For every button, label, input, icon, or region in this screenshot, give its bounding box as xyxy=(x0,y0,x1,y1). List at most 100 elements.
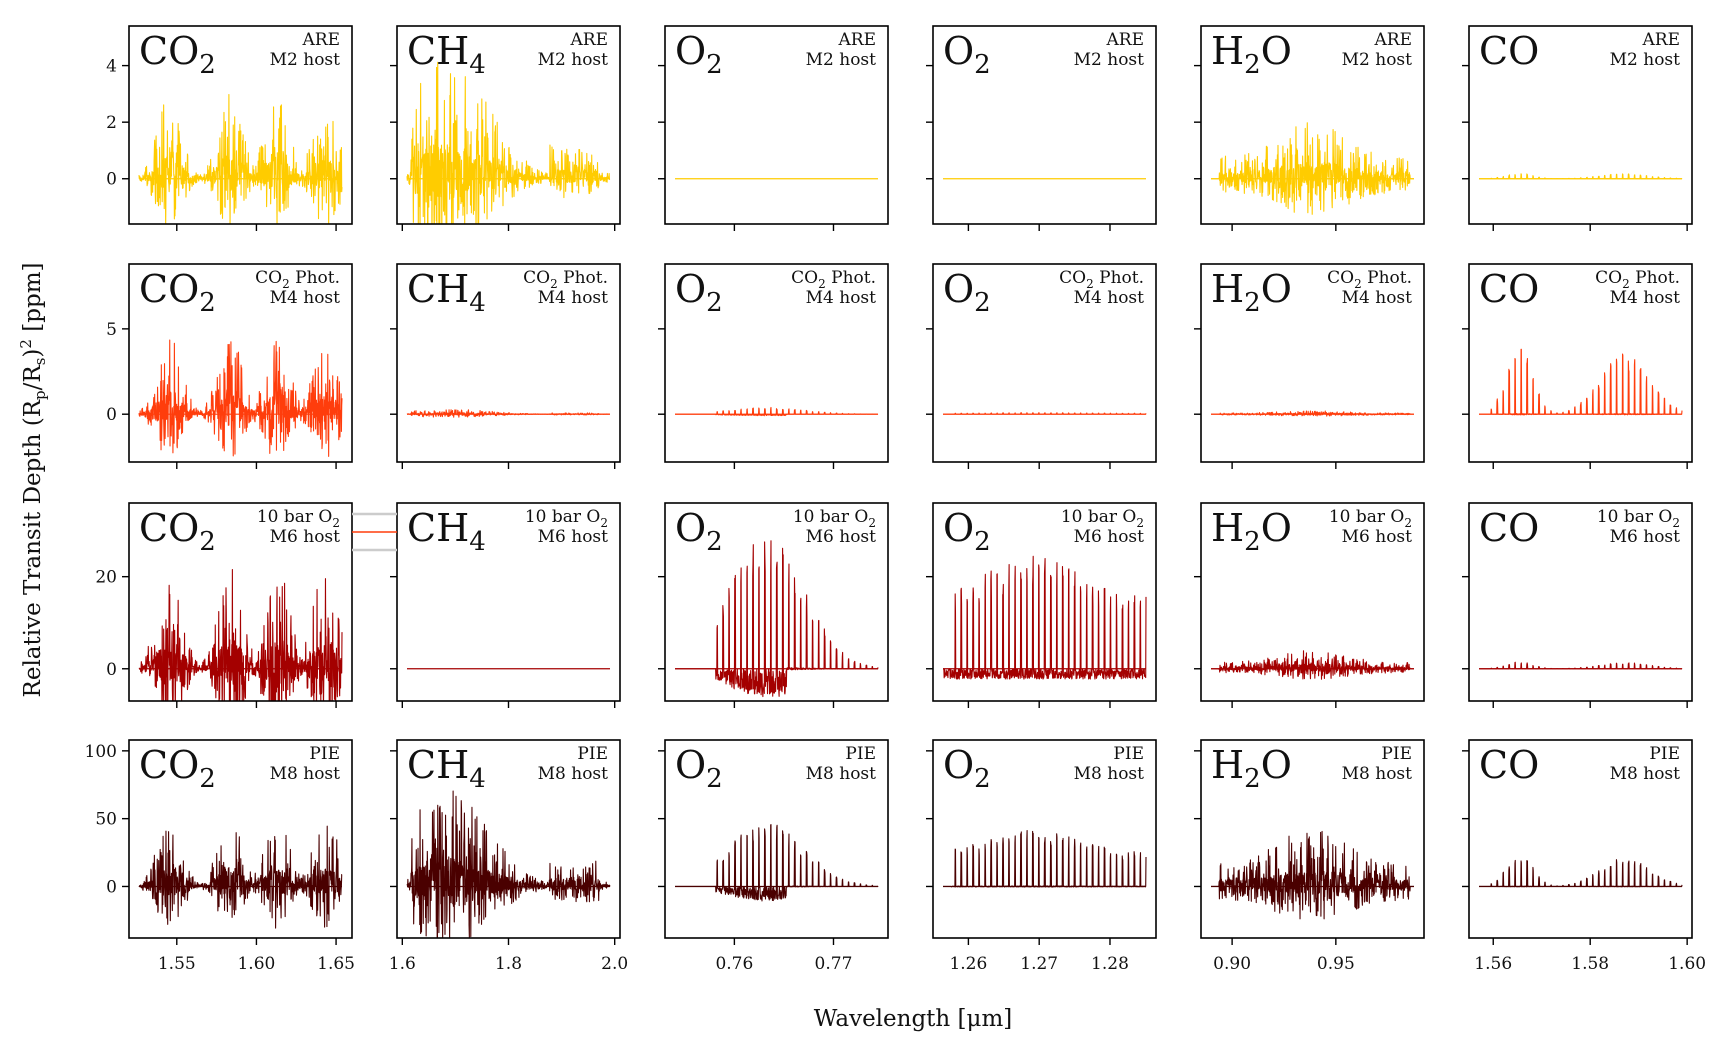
panel-frame xyxy=(1468,502,1693,702)
spectrum-series xyxy=(1478,859,1683,888)
panel-frame xyxy=(1200,25,1425,225)
host-label: M8 host xyxy=(270,764,341,784)
host-label: M4 host xyxy=(806,288,877,308)
x-tick-label: 0.76 xyxy=(715,954,753,974)
molecule-label: O2 xyxy=(675,29,723,80)
host-label: M6 host xyxy=(1342,527,1413,547)
scenario-label: PIE xyxy=(1113,744,1144,764)
x-tick-label: 0.77 xyxy=(815,954,853,974)
molecule-label: H2O xyxy=(1211,267,1292,318)
scenario-label: ARE xyxy=(838,30,877,50)
scenario-label: ARE xyxy=(1106,30,1145,50)
y-tick-label: 0 xyxy=(106,170,117,190)
host-label: M2 host xyxy=(538,50,609,70)
molecule-label: CO xyxy=(1479,29,1539,73)
x-tick-label: 0.95 xyxy=(1317,954,1355,974)
panel-frame xyxy=(664,25,889,225)
molecule-label: O2 xyxy=(943,506,991,557)
spectrum-series xyxy=(1478,173,1683,180)
scenario-label: PIE xyxy=(309,744,340,764)
x-tick-label: 0.90 xyxy=(1213,954,1251,974)
spectrum-series xyxy=(942,412,1147,415)
molecule-label: CO2 xyxy=(139,29,216,80)
molecule-label: CH4 xyxy=(407,506,486,557)
spectrum-series xyxy=(1210,650,1415,680)
host-label: M8 host xyxy=(538,764,609,784)
host-label: M2 host xyxy=(806,50,877,70)
y-tick-label: 0 xyxy=(106,877,117,897)
scenario-label: 10 bar O2 xyxy=(1329,507,1412,530)
panel-frame xyxy=(1468,263,1693,463)
panel-frame xyxy=(932,502,1157,702)
panel-frame xyxy=(664,502,889,702)
molecule-label: O2 xyxy=(943,267,991,318)
molecule-label: CH4 xyxy=(407,267,486,318)
panel-frame xyxy=(128,263,353,463)
y-tick-label: 0 xyxy=(106,660,117,680)
y-tick-label: 50 xyxy=(95,810,117,830)
scenario-label: 10 bar O2 xyxy=(257,507,340,530)
y-axis-label: Relative Transit Depth (Rp/Rs)2 [ppm] xyxy=(17,263,49,698)
host-label: M2 host xyxy=(1610,50,1681,70)
host-label: M6 host xyxy=(806,527,877,547)
x-tick-label: 1.60 xyxy=(1668,954,1706,974)
host-label: M4 host xyxy=(538,288,609,308)
y-tick-label: 2 xyxy=(106,113,117,133)
molecule-label: H2O xyxy=(1211,506,1292,557)
x-tick-label: 1.65 xyxy=(317,954,355,974)
panel-frame xyxy=(932,263,1157,463)
x-tick-label: 1.26 xyxy=(949,954,987,974)
scenario-label: 10 bar O2 xyxy=(793,507,876,530)
scenario-label: CO2 Phot. xyxy=(1327,268,1412,291)
molecule-label: O2 xyxy=(675,267,723,318)
spectrum-series xyxy=(138,569,343,701)
x-tick-label: 1.58 xyxy=(1571,954,1609,974)
molecule-label: CH4 xyxy=(407,29,486,80)
spectrum-series xyxy=(406,409,611,418)
spectrum-series xyxy=(138,825,343,929)
spectrum-series xyxy=(1210,410,1415,417)
host-label: M6 host xyxy=(1074,527,1145,547)
spectrum-series xyxy=(942,830,1147,888)
scenario-label: PIE xyxy=(1381,744,1412,764)
x-tick-label: 1.55 xyxy=(158,954,196,974)
host-label: M4 host xyxy=(1074,288,1145,308)
scenario-label: 10 bar O2 xyxy=(1597,507,1680,530)
scenario-label: PIE xyxy=(1649,744,1680,764)
panel-frame xyxy=(1200,739,1425,939)
panel-r2-c2: CH4 CO2 Phot.M4 host xyxy=(390,263,621,469)
panel-frame xyxy=(128,502,353,702)
x-tick-label: 2.0 xyxy=(601,954,628,974)
panel-r2-c5: H2O CO2 Phot.M4 host xyxy=(1194,263,1425,469)
panel-frame xyxy=(1200,502,1425,702)
x-tick-label: 1.8 xyxy=(495,954,522,974)
host-label: M6 host xyxy=(1610,527,1681,547)
host-label: M8 host xyxy=(1610,764,1681,784)
scenario-label: ARE xyxy=(1642,30,1681,50)
host-label: M4 host xyxy=(1610,288,1681,308)
molecule-label: CO2 xyxy=(139,267,216,318)
host-label: M8 host xyxy=(806,764,877,784)
spectrum-series xyxy=(1210,122,1415,215)
panel-frame xyxy=(664,739,889,939)
host-label: M6 host xyxy=(538,527,609,547)
host-label: M6 host xyxy=(270,527,341,547)
host-label: M4 host xyxy=(270,288,341,308)
scenario-label: CO2 Phot. xyxy=(1059,268,1144,291)
spectrum-series xyxy=(674,824,879,902)
scenario-label: 10 bar O2 xyxy=(525,507,608,530)
molecule-label: O2 xyxy=(675,506,723,557)
panel-r2-c1: 0 5 CO2 CO2 Phot.M4 host xyxy=(106,263,353,469)
